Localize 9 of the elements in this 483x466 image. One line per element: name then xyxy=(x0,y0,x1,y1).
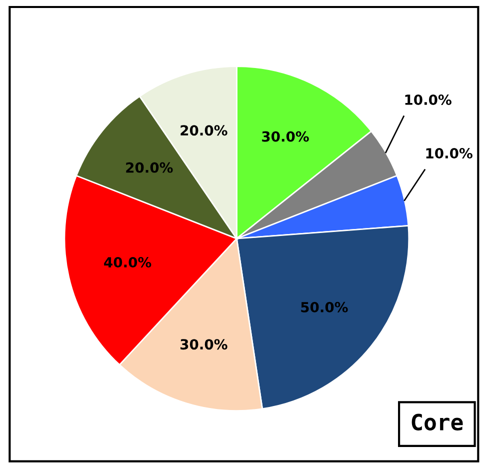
data-label: 50.0% xyxy=(301,302,348,312)
data-label: 40.0% xyxy=(104,257,152,268)
text: Core xyxy=(412,414,463,431)
data-label: 30.0% xyxy=(180,339,228,350)
data-label: 10.0% xyxy=(426,148,472,159)
data-label: 10.0% xyxy=(405,94,452,105)
data-label: 20.0% xyxy=(126,162,173,173)
data-label: 20.0% xyxy=(180,125,228,136)
data-label: 30.0% xyxy=(262,131,309,142)
